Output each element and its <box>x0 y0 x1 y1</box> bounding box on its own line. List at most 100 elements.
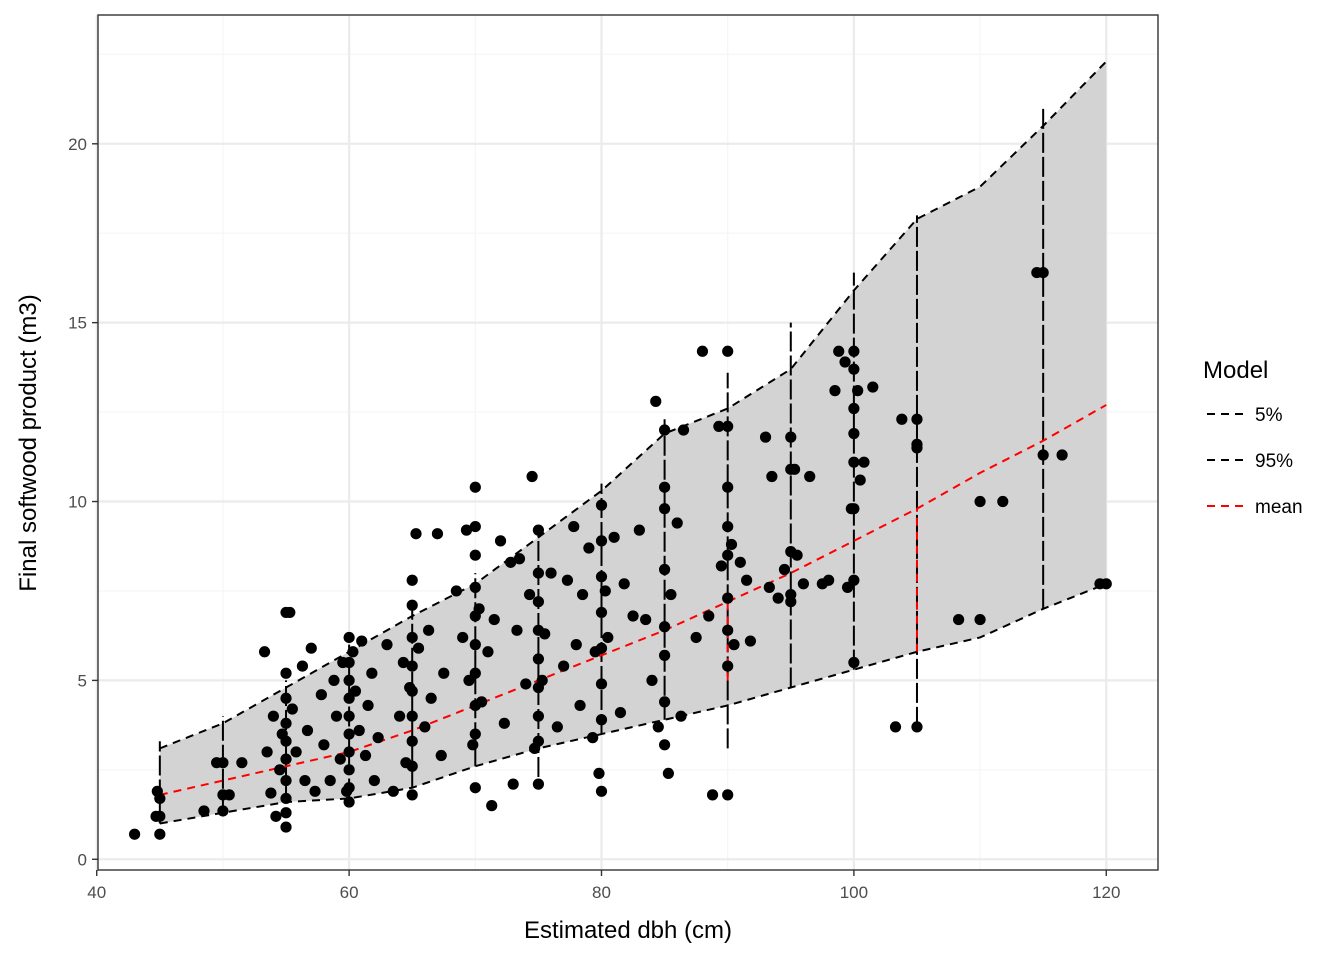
legend-label-5pct: 5% <box>1255 405 1283 426</box>
data-point <box>785 431 797 443</box>
data-point <box>261 746 273 758</box>
data-point <box>296 660 309 672</box>
data-point <box>494 535 507 547</box>
data-point <box>532 735 545 747</box>
data-point <box>778 563 791 576</box>
data-point <box>658 503 671 515</box>
data-point <box>658 739 671 751</box>
data-point <box>469 782 481 794</box>
data-point <box>532 596 545 608</box>
data-point <box>595 571 608 583</box>
data-point <box>469 581 481 593</box>
data-point <box>576 588 589 601</box>
data-point <box>766 470 778 483</box>
data-point <box>722 660 734 672</box>
data-point <box>763 581 775 593</box>
data-point <box>595 499 608 511</box>
data-point <box>532 653 545 665</box>
data-point <box>450 585 462 597</box>
data-point <box>706 789 719 801</box>
data-point <box>671 517 683 529</box>
data-point <box>1100 578 1112 590</box>
data-point <box>343 764 355 776</box>
data-point <box>343 631 355 644</box>
data-point <box>595 642 608 654</box>
mean-line <box>159 404 1107 796</box>
data-point <box>532 567 545 579</box>
data-point <box>397 656 409 669</box>
data-points <box>128 266 1112 840</box>
data-point <box>315 689 327 701</box>
data-point <box>372 732 384 744</box>
data-point <box>848 363 860 375</box>
data-point <box>741 574 753 586</box>
data-point <box>658 424 671 436</box>
data-point <box>198 805 210 817</box>
data-point <box>568 520 580 533</box>
data-point <box>848 574 860 586</box>
data-point <box>791 549 803 561</box>
data-point <box>561 574 574 586</box>
data-point <box>867 381 879 393</box>
data-point <box>498 717 510 729</box>
data-point <box>511 624 523 636</box>
data-point <box>658 649 671 661</box>
data-point <box>852 385 864 397</box>
data-point <box>829 385 841 397</box>
data-point <box>299 774 311 787</box>
data-point <box>406 599 418 611</box>
data-point <box>974 613 986 626</box>
x-tick-label: 60 <box>340 883 359 902</box>
data-point <box>457 631 469 644</box>
legend-title: Model <box>1203 357 1268 384</box>
data-point <box>848 656 860 669</box>
data-point <box>526 470 538 483</box>
data-point <box>593 767 605 780</box>
data-point <box>406 710 418 722</box>
data-point <box>848 345 860 357</box>
data-point <box>848 456 860 468</box>
data-point <box>438 667 450 679</box>
data-point <box>523 588 536 601</box>
data-point <box>460 524 473 536</box>
data-point <box>343 710 355 722</box>
data-point <box>406 631 418 644</box>
data-point <box>343 656 355 669</box>
panel-border <box>97 14 1159 871</box>
data-point <box>280 807 292 819</box>
data-point <box>368 774 380 787</box>
data-point <box>722 420 734 433</box>
data-point <box>469 667 481 679</box>
data-point <box>627 610 639 622</box>
legend-item-mean: mean <box>1207 497 1303 518</box>
data-point <box>324 774 336 787</box>
data-point <box>570 639 582 651</box>
data-point <box>520 678 532 690</box>
data-point <box>280 667 292 679</box>
data-point <box>974 495 986 508</box>
legend-item-95pct: 95% <box>1207 451 1293 472</box>
data-point <box>839 356 851 368</box>
data-point <box>785 596 797 608</box>
data-point <box>953 613 965 626</box>
model-lines <box>159 60 1107 825</box>
data-point <box>911 442 923 454</box>
data-point <box>650 395 662 407</box>
data-point <box>722 520 734 533</box>
data-point <box>435 749 447 762</box>
data-point <box>889 721 902 733</box>
x-tick-label: 120 <box>1092 883 1120 902</box>
data-point <box>532 524 545 536</box>
data-point <box>713 420 725 433</box>
data-point <box>305 642 317 654</box>
data-point <box>286 703 298 715</box>
data-point <box>804 470 816 483</box>
data-point <box>608 531 620 543</box>
data-point <box>558 660 570 672</box>
data-point <box>280 692 292 704</box>
data-point <box>911 721 923 733</box>
data-point <box>618 578 630 590</box>
data-point <box>997 495 1009 508</box>
data-point <box>280 821 292 833</box>
